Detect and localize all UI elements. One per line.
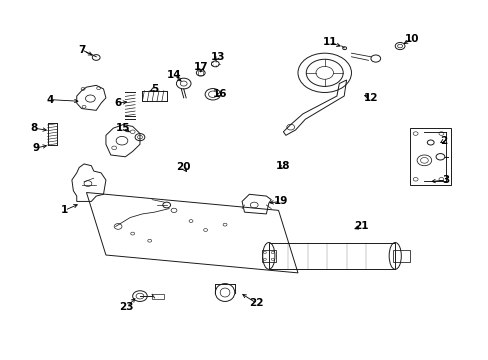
Text: 13: 13 xyxy=(210,52,224,62)
Bar xyxy=(268,243,394,269)
Text: 11: 11 xyxy=(322,37,336,48)
Text: 3: 3 xyxy=(442,175,449,185)
Text: 18: 18 xyxy=(276,161,290,171)
Text: 5: 5 xyxy=(151,84,158,94)
Bar xyxy=(392,249,409,262)
Text: 19: 19 xyxy=(273,197,287,206)
Bar xyxy=(198,71,203,75)
Text: 8: 8 xyxy=(31,123,38,133)
Text: 2: 2 xyxy=(439,136,447,146)
Text: 10: 10 xyxy=(404,34,419,44)
Text: 17: 17 xyxy=(193,63,207,72)
Text: 1: 1 xyxy=(61,205,68,215)
Text: 4: 4 xyxy=(46,95,54,105)
Bar xyxy=(152,294,164,298)
Text: 22: 22 xyxy=(249,298,264,308)
Text: 16: 16 xyxy=(212,89,227,99)
Text: 12: 12 xyxy=(363,93,377,103)
Text: 6: 6 xyxy=(114,98,122,108)
Text: 9: 9 xyxy=(33,143,40,153)
Text: 15: 15 xyxy=(116,123,130,133)
Text: 20: 20 xyxy=(176,162,191,172)
Text: 21: 21 xyxy=(353,221,367,231)
Bar xyxy=(261,249,276,262)
Text: 7: 7 xyxy=(78,45,85,55)
Text: 23: 23 xyxy=(120,302,134,312)
Text: 14: 14 xyxy=(166,69,181,80)
